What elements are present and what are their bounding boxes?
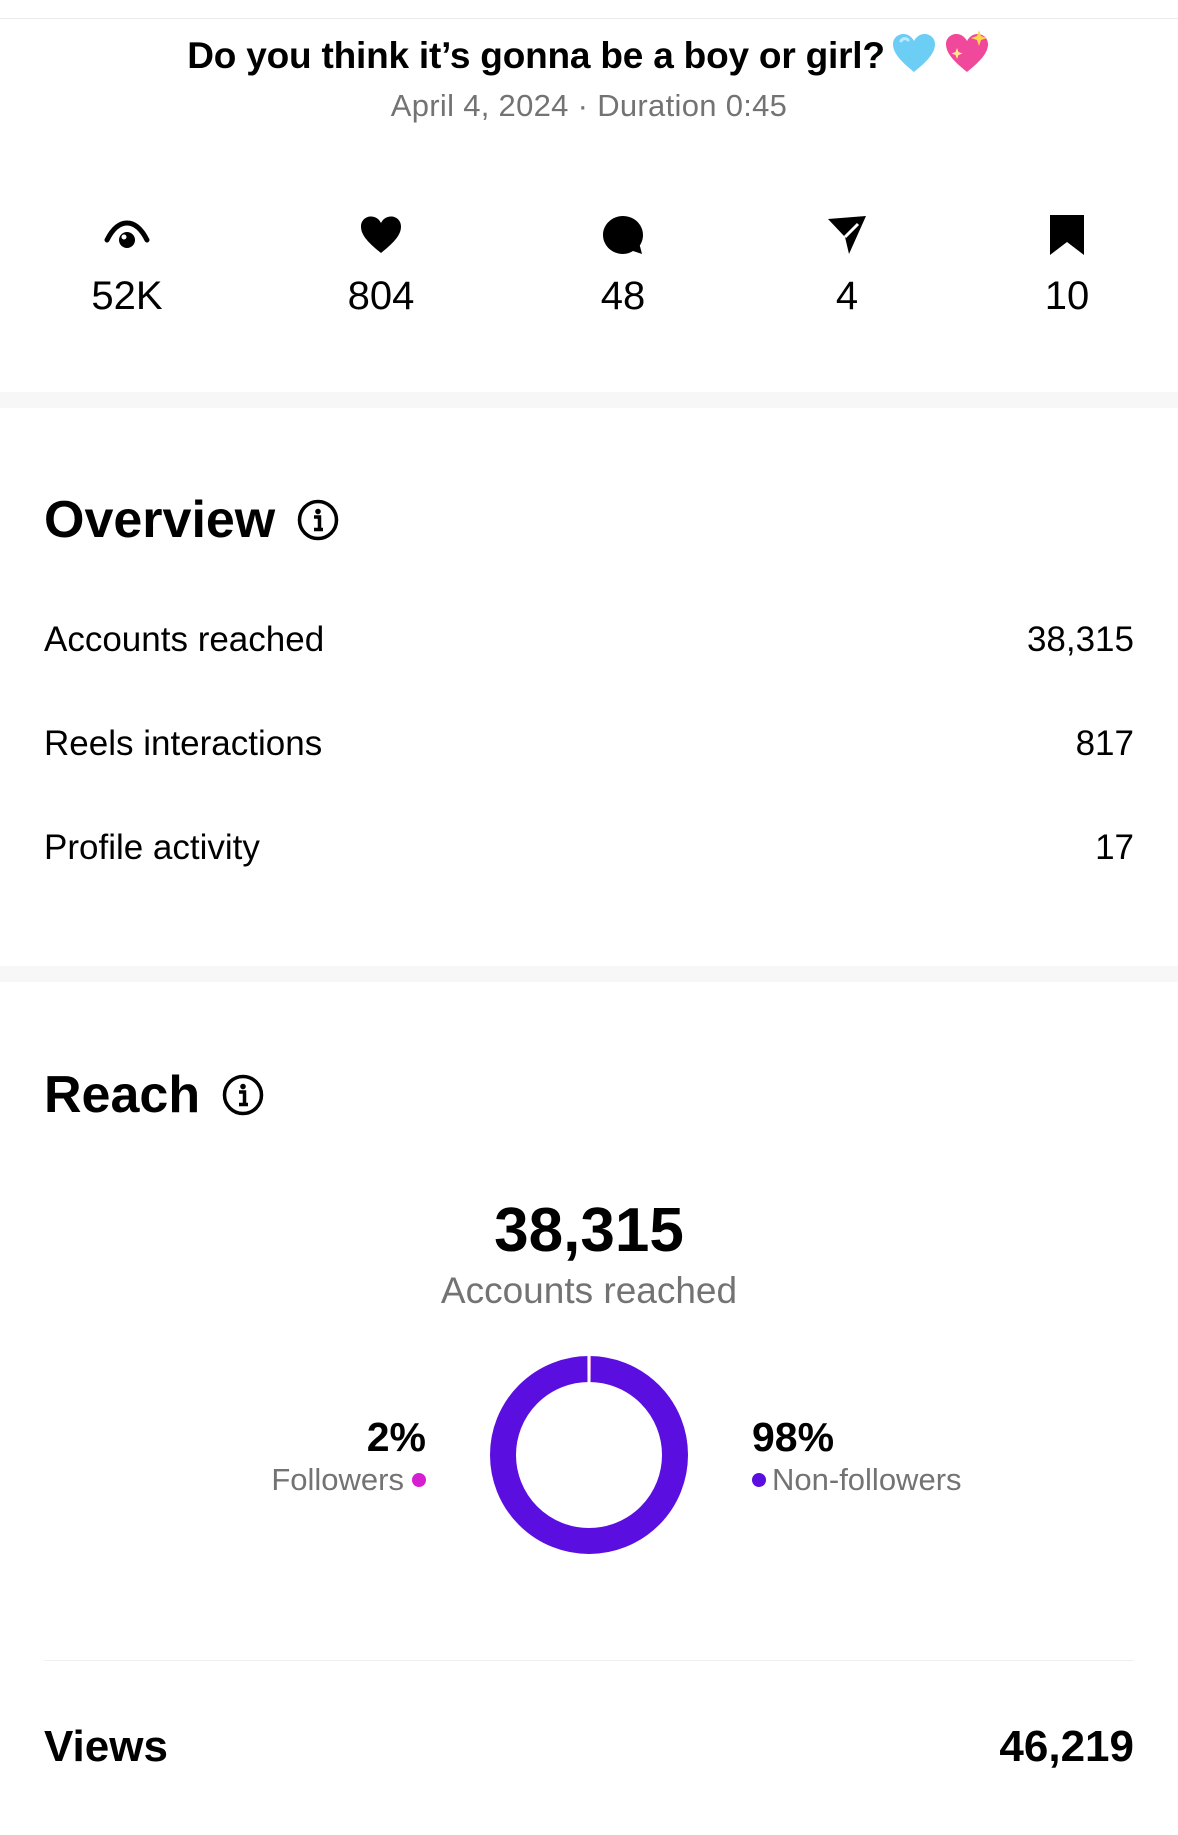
reach-total: 38,315 xyxy=(494,1196,684,1265)
stat-views-value: 52K xyxy=(91,274,163,318)
heart-icon xyxy=(301,208,461,262)
followers-label: Followers xyxy=(271,1462,404,1497)
non-followers-arc xyxy=(490,1356,688,1554)
reel-date: April 4, 2024 xyxy=(390,88,569,123)
views-row[interactable]: Views 46,219 xyxy=(44,1722,1134,1772)
stat-likes-value: 804 xyxy=(347,274,415,318)
overview-row[interactable]: Accounts reached 38,315 xyxy=(44,620,1134,660)
overview-row-value: 38,315 xyxy=(1026,620,1134,659)
section-divider xyxy=(0,966,1178,982)
reel-title: Do you think it’s gonna be a boy or girl… xyxy=(0,30,1178,83)
followers-percent: 2% xyxy=(366,1414,426,1460)
stat-saves: 10 xyxy=(987,208,1147,319)
meta-separator: · xyxy=(577,88,589,123)
overview-title-text: Overview xyxy=(44,491,276,549)
stat-comments-value: 48 xyxy=(600,274,646,318)
info-icon[interactable] xyxy=(297,499,339,541)
followers-legend: Followers xyxy=(200,1462,426,1498)
reach-title: Reach xyxy=(44,1065,264,1125)
overview-row[interactable]: Profile activity 17 xyxy=(44,828,1134,868)
reel-meta: April 4, 2024 · Duration 0:45 xyxy=(0,88,1178,124)
overview-row-value: 17 xyxy=(1095,828,1134,867)
reach-donut-chart xyxy=(490,1355,688,1554)
blue-heart-icon xyxy=(891,32,937,83)
overview-row-label: Accounts reached xyxy=(44,620,325,659)
overview-row[interactable]: Reels interactions 817 xyxy=(44,724,1134,764)
non-followers-legend: Non-followers xyxy=(752,1462,962,1498)
non-followers-label: Non-followers xyxy=(772,1462,962,1497)
non-followers-dot xyxy=(752,1473,766,1487)
eye-icon xyxy=(47,208,207,262)
top-divider xyxy=(0,18,1178,19)
stat-likes: 804 xyxy=(301,208,461,319)
non-followers-percent: 98% xyxy=(752,1414,835,1460)
share-icon xyxy=(767,208,927,262)
views-value: 46,219 xyxy=(999,1722,1134,1771)
sparkling-heart-icon xyxy=(943,30,991,83)
section-divider xyxy=(0,392,1178,408)
stat-shares: 4 xyxy=(767,208,927,319)
reach-total-label: Accounts reached xyxy=(440,1270,738,1311)
overview-row-label: Reels interactions xyxy=(44,724,323,763)
reel-title-text: Do you think it’s gonna be a boy or girl… xyxy=(187,35,885,76)
stat-saves-value: 10 xyxy=(1044,274,1090,318)
bookmark-icon xyxy=(987,208,1147,262)
reach-title-text: Reach xyxy=(44,1066,201,1124)
overview-row-value: 817 xyxy=(1075,724,1134,763)
overview-row-label: Profile activity xyxy=(44,828,260,867)
reel-duration: Duration 0:45 xyxy=(597,88,788,123)
thin-divider xyxy=(44,1660,1134,1661)
info-icon[interactable] xyxy=(222,1074,264,1116)
stat-views: 52K xyxy=(47,208,207,319)
overview-title: Overview xyxy=(44,490,339,550)
followers-dot xyxy=(412,1473,426,1487)
stat-comments: 48 xyxy=(543,208,703,319)
stat-shares-value: 4 xyxy=(835,274,859,318)
views-label: Views xyxy=(44,1722,168,1771)
comment-icon xyxy=(543,208,703,262)
stats-row: 52K 804 48 4 10 xyxy=(0,208,1178,328)
